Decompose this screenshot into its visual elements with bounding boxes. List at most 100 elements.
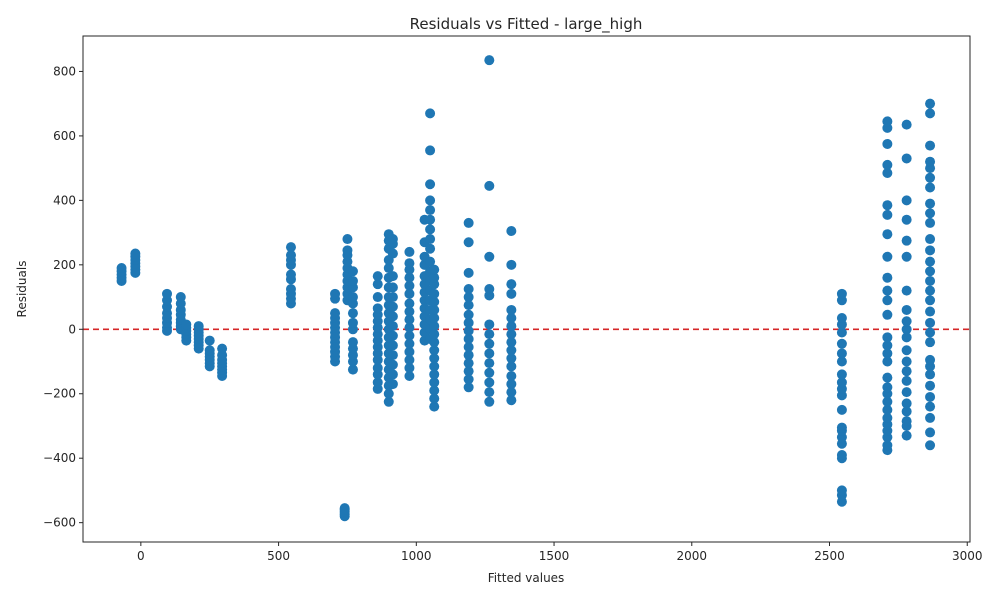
data-point [836, 485, 847, 496]
data-point [463, 300, 474, 311]
data-point [383, 396, 394, 407]
data-point [425, 179, 436, 190]
data-point [925, 401, 936, 412]
data-point [387, 311, 398, 322]
data-point [404, 246, 415, 257]
data-point [463, 267, 474, 278]
data-point [347, 364, 358, 375]
data-point [925, 140, 936, 151]
data-point [901, 153, 912, 164]
data-point [387, 350, 398, 361]
data-point [882, 372, 893, 383]
data-point [506, 371, 517, 382]
data-point [372, 271, 383, 282]
data-point [882, 440, 893, 451]
x-tick-label: 500 [267, 549, 290, 563]
data-point [387, 369, 398, 380]
data-point [463, 333, 474, 344]
data-point [175, 292, 186, 303]
data-point [882, 251, 893, 262]
data-point [285, 250, 296, 261]
data-point [836, 449, 847, 460]
data-point [925, 98, 936, 109]
data-point [347, 317, 358, 328]
data-point [347, 266, 358, 277]
data-point [285, 284, 296, 294]
data-point [404, 280, 415, 291]
data-point [463, 292, 474, 303]
data-point [901, 375, 912, 386]
y-tick-label: −600 [43, 516, 76, 530]
data-point [901, 235, 912, 246]
data-point [429, 377, 440, 388]
data-point [882, 295, 893, 306]
data-point [387, 340, 398, 351]
data-point [429, 385, 440, 396]
data-point [404, 346, 415, 357]
data-point [901, 214, 912, 225]
data-point [484, 377, 495, 388]
data-point [882, 138, 893, 149]
data-point [506, 361, 517, 372]
data-point [339, 503, 350, 514]
y-tick-label: 600 [53, 129, 76, 143]
data-point [836, 377, 847, 388]
data-point [387, 248, 398, 259]
data-point [925, 427, 936, 438]
data-point [387, 301, 398, 312]
data-point [925, 256, 936, 267]
data-point [484, 348, 495, 359]
data-point [901, 332, 912, 343]
data-point [836, 369, 847, 380]
data-point [925, 266, 936, 277]
data-point [882, 382, 893, 393]
data-point [901, 430, 912, 441]
data-point [404, 272, 415, 283]
data-point [404, 288, 415, 299]
data-point [925, 337, 936, 348]
data-point [925, 234, 936, 245]
data-point [404, 314, 415, 325]
data-point [484, 319, 495, 330]
data-point [285, 269, 296, 280]
data-point [901, 398, 912, 409]
data-point [372, 362, 383, 373]
data-point [506, 345, 517, 356]
axis-ticks: 0 500 1000 1500 2000 2500 3000 −600 −400 −200 0 200… [43, 64, 982, 563]
data-point [347, 308, 358, 319]
data-point [506, 379, 517, 390]
data-point [429, 393, 440, 404]
data-point [429, 401, 440, 412]
data-point [901, 316, 912, 327]
plot-frame [82, 35, 971, 543]
data-point [330, 308, 341, 319]
data-point [901, 366, 912, 377]
data-point [425, 145, 436, 156]
y-tick-label: −400 [43, 451, 76, 465]
data-point [425, 243, 436, 254]
data-point [372, 377, 383, 388]
data-point [925, 156, 936, 167]
data-point [925, 217, 936, 228]
data-point [925, 327, 936, 338]
data-point [484, 55, 495, 66]
data-point [463, 382, 474, 393]
data-point [506, 329, 517, 340]
x-axis-label: Fitted values [488, 571, 565, 585]
data-point [836, 404, 847, 415]
x-tick-label: 3000 [952, 549, 983, 563]
data-point [429, 304, 440, 315]
data-point [463, 284, 474, 294]
data-point [404, 330, 415, 341]
data-point [925, 306, 936, 317]
data-point [925, 198, 936, 209]
data-point [372, 292, 383, 303]
data-point [404, 354, 415, 365]
y-tick-label: 800 [53, 64, 76, 78]
data-point [882, 309, 893, 320]
data-point [463, 317, 474, 328]
data-point [484, 387, 495, 398]
data-point [882, 272, 893, 283]
data-point [506, 337, 517, 348]
data-point [342, 234, 353, 245]
